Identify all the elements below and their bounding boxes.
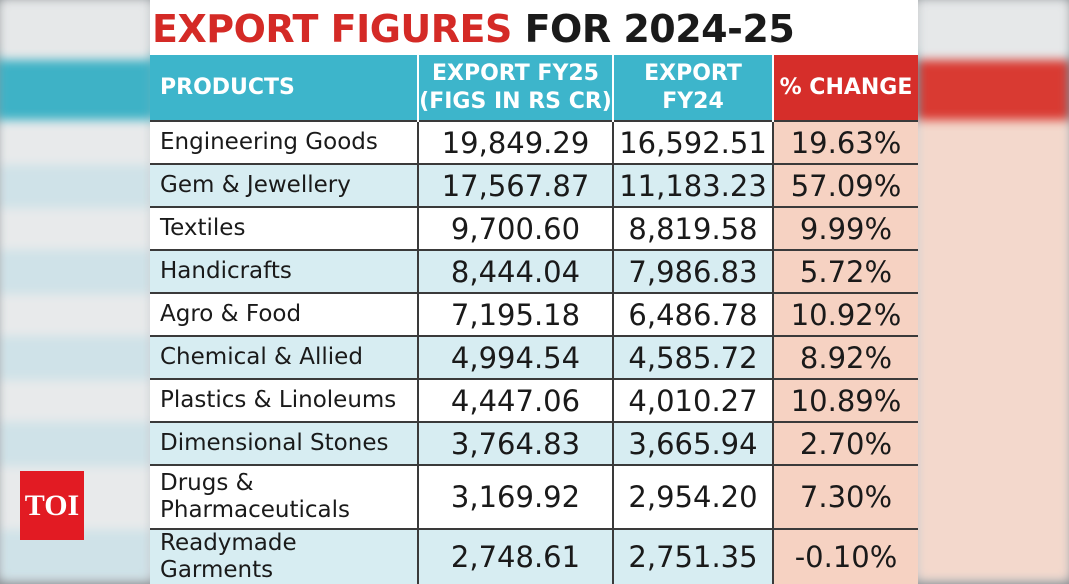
change-cell: 8.92% xyxy=(773,335,918,379)
fy25-cell: 3,764.83 xyxy=(418,421,614,465)
table-row: Readymade Garments 2,748.61 2,751.35 -0.… xyxy=(150,528,918,584)
change-cell: 10.92% xyxy=(773,292,918,336)
infographic-panel: EXPORT FIGURES FOR 2024-25 PRODUCTS EXPO… xyxy=(150,0,920,584)
fy25-cell: 8,444.04 xyxy=(418,249,614,293)
header-percent-change: % CHANGE xyxy=(773,55,918,121)
fy25-cell: 3,169.92 xyxy=(418,464,614,529)
product-cell: Engineering Goods xyxy=(150,120,419,164)
change-cell: 2.70% xyxy=(773,421,918,465)
product-cell: Textiles xyxy=(150,206,419,250)
header-export-fy24: EXPORT FY24 xyxy=(613,55,774,121)
product-cell: Handicrafts xyxy=(150,249,419,293)
table-row: Handicrafts 8,444.04 7,986.83 5.72% xyxy=(150,249,918,293)
change-cell: -0.10% xyxy=(773,528,918,584)
header-export-fy25: EXPORT FY25 (FIGS IN RS CR) xyxy=(418,55,614,121)
table-row: Textiles 9,700.60 8,819.58 9.99% xyxy=(150,206,918,250)
title-part-red: EXPORT FIGURES xyxy=(152,7,512,51)
fy24-cell: 6,486.78 xyxy=(613,292,774,336)
toi-logo: TOI xyxy=(20,471,84,540)
change-cell: 10.89% xyxy=(773,378,918,422)
export-table: PRODUCTS EXPORT FY25 (FIGS IN RS CR) EXP… xyxy=(150,55,918,584)
table-row: Dimensional Stones 3,764.83 3,665.94 2.7… xyxy=(150,421,918,465)
fy25-cell: 2,748.61 xyxy=(418,528,614,584)
fy24-cell: 3,665.94 xyxy=(613,421,774,465)
product-cell: Readymade Garments xyxy=(150,528,419,584)
table-row: Gem & Jewellery 17,567.87 11,183.23 57.0… xyxy=(150,163,918,207)
table-row: Drugs & Pharmaceuticals 3,169.92 2,954.2… xyxy=(150,464,918,529)
infographic-title: EXPORT FIGURES FOR 2024-25 xyxy=(150,4,920,54)
fy24-cell: 7,986.83 xyxy=(613,249,774,293)
product-cell-line1: Drugs & xyxy=(160,470,254,496)
fy25-cell: 7,195.18 xyxy=(418,292,614,336)
change-cell: 19.63% xyxy=(773,120,918,164)
title-part-black: FOR 2024-25 xyxy=(524,7,795,51)
fy24-cell: 4,010.27 xyxy=(613,378,774,422)
change-cell: 57.09% xyxy=(773,163,918,207)
fy25-cell: 17,567.87 xyxy=(418,163,614,207)
fy24-cell: 8,819.58 xyxy=(613,206,774,250)
fy24-cell: 4,585.72 xyxy=(613,335,774,379)
product-cell: Drugs & Pharmaceuticals xyxy=(150,464,419,529)
fy25-cell: 19,849.29 xyxy=(418,120,614,164)
fy25-cell: 4,447.06 xyxy=(418,378,614,422)
header-products: PRODUCTS xyxy=(150,55,419,121)
fy24-cell: 11,183.23 xyxy=(613,163,774,207)
product-cell: Plastics & Linoleums xyxy=(150,378,419,422)
table-row: Engineering Goods 19,849.29 16,592.51 19… xyxy=(150,120,918,164)
change-cell: 7.30% xyxy=(773,464,918,529)
blurred-background-right xyxy=(918,0,1069,580)
fy24-cell: 2,954.20 xyxy=(613,464,774,529)
product-cell-line2: Pharmaceuticals xyxy=(160,497,350,523)
table-row: Agro & Food 7,195.18 6,486.78 10.92% xyxy=(150,292,918,336)
table-header-row: PRODUCTS EXPORT FY25 (FIGS IN RS CR) EXP… xyxy=(150,55,918,121)
product-cell: Gem & Jewellery xyxy=(150,163,419,207)
header-export-fy24-line1: EXPORT xyxy=(644,60,742,86)
fy25-cell: 9,700.60 xyxy=(418,206,614,250)
fy24-cell: 2,751.35 xyxy=(613,528,774,584)
change-cell: 9.99% xyxy=(773,206,918,250)
fy25-cell: 4,994.54 xyxy=(418,335,614,379)
header-export-fy25-line2: (FIGS IN RS CR) xyxy=(419,88,612,114)
product-cell: Dimensional Stones xyxy=(150,421,419,465)
change-cell: 5.72% xyxy=(773,249,918,293)
product-cell: Chemical & Allied xyxy=(150,335,419,379)
table-row: Plastics & Linoleums 4,447.06 4,010.27 1… xyxy=(150,378,918,422)
fy24-cell: 16,592.51 xyxy=(613,120,774,164)
product-cell: Agro & Food xyxy=(150,292,419,336)
header-export-fy24-line2: FY24 xyxy=(662,88,724,114)
table-row: Chemical & Allied 4,994.54 4,585.72 8.92… xyxy=(150,335,918,379)
header-export-fy25-line1: EXPORT FY25 xyxy=(431,60,599,86)
